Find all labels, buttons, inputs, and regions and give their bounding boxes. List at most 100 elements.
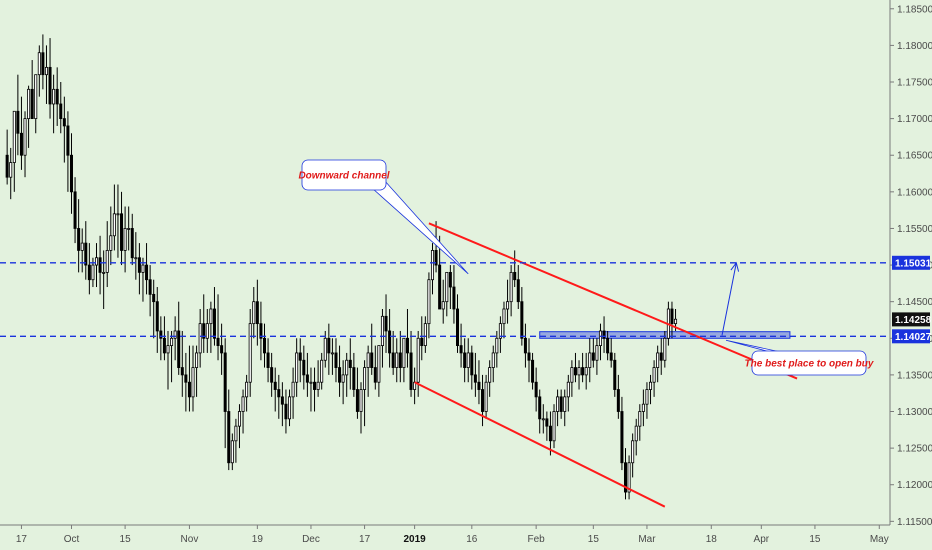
candle-body-up — [230, 440, 234, 464]
candle — [316, 360, 320, 397]
candle — [237, 404, 241, 449]
candle — [127, 206, 131, 251]
last-price-badge-bg — [892, 312, 930, 327]
candle-body-down — [545, 418, 549, 427]
candle — [159, 316, 163, 361]
candle-body-down — [523, 337, 527, 354]
candle-body-up — [556, 396, 560, 412]
candle — [280, 382, 284, 427]
candle — [616, 374, 620, 419]
candle — [473, 352, 477, 397]
level-badge-upper: 1.15031 — [892, 255, 932, 270]
candle — [656, 345, 660, 383]
candle — [180, 330, 184, 397]
candle-body-down — [548, 425, 552, 442]
candle-body-down — [55, 88, 59, 105]
candle-body-up — [416, 337, 420, 383]
candle-body-down — [531, 359, 535, 383]
x-tick-label: May — [870, 534, 889, 545]
candle — [563, 389, 567, 427]
x-tick-label: 18 — [706, 534, 718, 545]
candle-body-down — [591, 352, 595, 361]
candle — [595, 338, 599, 375]
candle — [130, 213, 134, 266]
candle — [288, 389, 292, 427]
candle-body-up — [649, 381, 653, 390]
candle-body-down — [62, 118, 66, 127]
candle — [177, 301, 181, 375]
x-tick-label: Mar — [638, 534, 656, 545]
candle — [295, 338, 299, 397]
candle-body-up — [563, 396, 567, 412]
y-tick-label: 1.18500 — [897, 4, 932, 15]
y-tick-label: 1.16500 — [897, 151, 932, 162]
candle — [141, 257, 145, 302]
candle-body-up — [445, 271, 449, 303]
candle-body-down — [620, 411, 624, 464]
axes — [0, 0, 891, 526]
candle-body-up — [94, 257, 99, 266]
candle-body-up — [105, 250, 109, 273]
candle — [330, 338, 334, 375]
candle-body-up — [656, 352, 660, 368]
candle — [466, 338, 470, 383]
candle-body-up — [427, 279, 431, 325]
candle-body-up — [484, 381, 488, 412]
candle — [9, 147, 13, 200]
candle — [456, 294, 460, 353]
candle-body-up — [652, 367, 656, 383]
candle — [395, 338, 399, 383]
candle — [323, 330, 327, 368]
candle — [649, 374, 653, 405]
candle — [234, 418, 238, 463]
candle-body-up — [245, 381, 249, 398]
candle-body-up — [127, 228, 131, 230]
candle — [420, 316, 424, 361]
best-place-callout-text: The best place to open buy — [745, 359, 874, 370]
candle-body-up — [109, 235, 113, 251]
candle-body-down — [148, 279, 152, 295]
candle-body-up — [134, 257, 138, 260]
candle — [502, 301, 506, 339]
candle-body-down — [448, 271, 452, 288]
candle — [606, 330, 610, 361]
candle — [495, 330, 499, 368]
candle — [262, 323, 267, 368]
candle — [34, 74, 38, 134]
candle — [559, 389, 563, 419]
trendlines — [414, 222, 798, 508]
x-tick-label: 15 — [809, 534, 821, 545]
candle — [534, 367, 538, 412]
candle-body-down — [48, 66, 52, 105]
candle-body-up — [252, 301, 256, 325]
candle-body-up — [552, 411, 556, 442]
candle — [12, 110, 16, 192]
candle — [573, 352, 577, 383]
candle — [598, 323, 602, 361]
candle-body-up — [674, 318, 678, 325]
candle — [59, 82, 63, 134]
candle-body-down — [659, 352, 663, 361]
candle-body-down — [534, 381, 538, 398]
candle-body-up — [341, 374, 345, 383]
x-tick-label: 16 — [466, 534, 478, 545]
candle — [488, 360, 492, 397]
candle-body-up — [441, 301, 445, 310]
candle-body-down — [84, 242, 88, 266]
candle — [384, 294, 388, 353]
candle — [170, 330, 174, 383]
x-tick-label: 15 — [588, 534, 600, 545]
candle-body-down — [87, 264, 91, 281]
candle — [491, 345, 495, 383]
level-badge-upper-text: 1.15031 — [895, 258, 932, 269]
candle-body-down — [456, 308, 460, 347]
x-tick-label: Dec — [302, 534, 320, 545]
candle-body-down — [66, 125, 70, 156]
candle-body-up — [9, 162, 13, 178]
candle — [302, 345, 306, 390]
candle — [556, 389, 560, 427]
candle — [120, 191, 124, 266]
candle-body-down — [384, 315, 388, 332]
candle — [87, 243, 91, 295]
